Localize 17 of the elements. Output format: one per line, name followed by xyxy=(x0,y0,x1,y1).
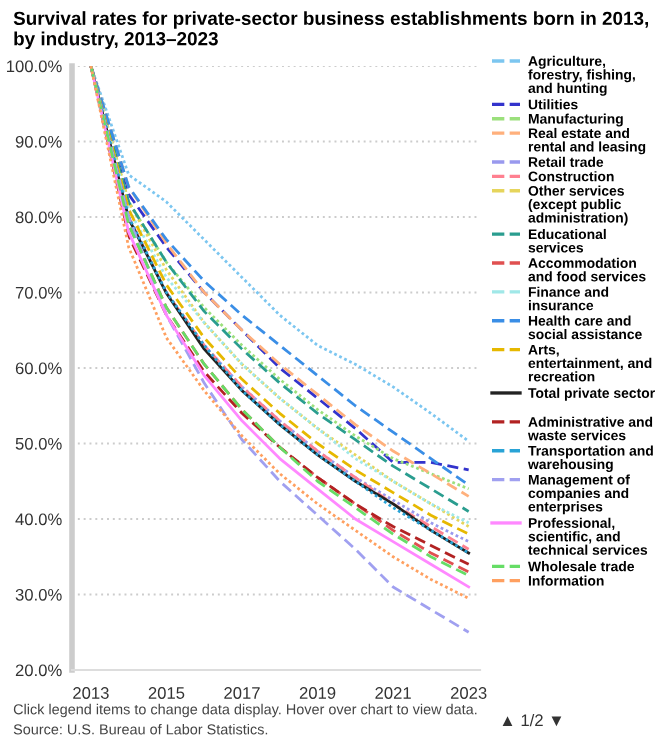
y-tick-label: 70.0% xyxy=(15,286,62,299)
y-tick-label: 100.0% xyxy=(7,60,62,73)
x-tick-label: 2023 xyxy=(450,687,487,699)
y-tick-label: 90.0% xyxy=(15,135,62,148)
y-tick-label: 40.0% xyxy=(15,513,62,526)
y-tick-label: 80.0% xyxy=(15,211,62,224)
x-tick-label: 2015 xyxy=(148,687,185,699)
x-tick-label: 2021 xyxy=(375,687,411,699)
y-tick-label: 50.0% xyxy=(15,437,62,450)
x-tick-label: 2013 xyxy=(73,687,109,699)
y-tick-label: 20.0% xyxy=(15,664,62,677)
x-tick-label: 2017 xyxy=(224,687,260,699)
y-tick-label: 30.0% xyxy=(15,588,62,601)
chart-title: Survival rates for private-sector business establishments born in 2013, by industry, 2013–2023 xyxy=(13,11,649,50)
x-tick-label: 2019 xyxy=(299,687,336,699)
y-tick-label: 60.0% xyxy=(15,362,62,375)
text: ▲ 1/2 ▼ xyxy=(502,713,562,727)
